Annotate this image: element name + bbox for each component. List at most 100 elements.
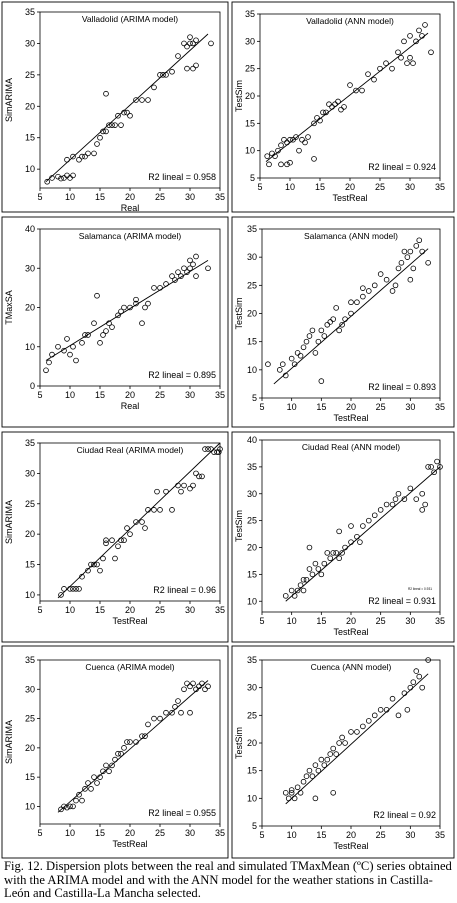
- data-point: [73, 357, 79, 364]
- data-point: [205, 446, 211, 452]
- data-point: [318, 378, 325, 384]
- fit-line: [273, 248, 429, 385]
- data-point: [64, 172, 70, 179]
- data-point: [342, 316, 348, 322]
- x-tick-label: 5: [257, 182, 262, 192]
- data-point: [278, 142, 284, 149]
- x-tick-label: 15: [316, 402, 326, 412]
- x-tick-label: 35: [435, 182, 445, 192]
- data-point: [184, 43, 190, 50]
- data-point: [288, 587, 295, 594]
- data-point: [127, 531, 133, 537]
- y-tick-label: 20: [245, 91, 255, 101]
- data-point: [272, 153, 278, 159]
- x-tick-label: 35: [435, 616, 445, 626]
- data-point: [178, 488, 184, 495]
- data-point: [425, 657, 431, 663]
- data-point: [196, 683, 202, 690]
- y-tick-label: 15: [247, 337, 257, 347]
- data-point: [193, 253, 199, 260]
- data-point: [67, 175, 73, 181]
- y-tick-label: 15: [25, 560, 35, 570]
- data-point: [193, 62, 199, 69]
- data-point: [109, 537, 115, 544]
- data-point: [282, 593, 289, 599]
- data-point: [309, 773, 316, 779]
- data-point: [190, 261, 196, 268]
- x-tick-label: 10: [65, 192, 75, 202]
- x-tick-label: 30: [185, 828, 195, 838]
- y-tick-label: 35: [247, 462, 257, 472]
- data-point: [422, 501, 428, 508]
- data-point: [70, 586, 76, 592]
- y-tick-label: 30: [247, 489, 257, 499]
- chart-frame: [1, 1, 229, 213]
- data-point: [64, 336, 70, 342]
- data-point: [202, 446, 208, 452]
- chart-panel-3: 5 10 15 20 25 30 35 0 10 20 30 40 Salamanca (ARIMA m…: [1, 216, 229, 428]
- data-point: [82, 786, 88, 792]
- data-point: [395, 265, 402, 272]
- x-tick-label: 5: [259, 830, 264, 840]
- data-point: [360, 723, 366, 730]
- data-point: [142, 525, 148, 531]
- data-point: [109, 762, 115, 769]
- x-tick-label: 25: [155, 390, 165, 400]
- data-point: [184, 269, 190, 275]
- data-point: [187, 485, 193, 492]
- data-point: [383, 501, 390, 508]
- data-point: [401, 248, 408, 255]
- data-point: [103, 540, 109, 547]
- data-point: [353, 87, 359, 94]
- x-axis-label: TestReal: [112, 616, 147, 626]
- x-tick-label: 15: [95, 828, 105, 838]
- data-point: [124, 109, 130, 116]
- data-point: [365, 517, 372, 524]
- y-tick-label: 35: [247, 655, 257, 665]
- data-point: [175, 482, 181, 489]
- y-tick-label: 25: [25, 714, 35, 724]
- data-point: [279, 361, 286, 368]
- data-point: [315, 338, 322, 345]
- y-tick-label: 25: [247, 710, 257, 720]
- data-point: [315, 767, 322, 774]
- data-point: [67, 586, 73, 592]
- y-tick-label: 20: [247, 309, 257, 319]
- y-tick-label: 10: [247, 596, 257, 606]
- fit-line: [57, 442, 221, 599]
- y-tick-label: 0: [30, 381, 35, 391]
- data-point: [413, 496, 420, 502]
- data-point: [49, 351, 55, 358]
- data-point: [112, 756, 118, 763]
- data-point: [58, 806, 64, 813]
- y-tick-label: 40: [25, 224, 35, 234]
- data-point: [422, 22, 428, 28]
- data-point: [404, 60, 410, 66]
- data-point: [91, 320, 97, 327]
- data-point: [109, 122, 115, 128]
- x-tick-label: 20: [345, 182, 355, 192]
- y-tick-label: 40: [247, 435, 257, 445]
- data-point: [115, 543, 121, 550]
- data-point: [178, 709, 184, 716]
- y-tick-label: 20: [25, 303, 35, 313]
- data-point: [288, 787, 295, 793]
- data-point: [333, 305, 339, 311]
- y-tick-label: 25: [25, 70, 35, 80]
- data-point: [407, 276, 414, 283]
- data-point: [118, 537, 124, 544]
- data-point: [193, 37, 199, 44]
- fit-line: [45, 33, 209, 183]
- data-point: [330, 789, 337, 796]
- data-point: [157, 715, 163, 722]
- data-point: [58, 592, 64, 598]
- data-point: [169, 273, 175, 279]
- y-tick-label: 25: [247, 516, 257, 526]
- data-point: [321, 333, 328, 339]
- data-point: [133, 97, 139, 103]
- x-tick-label: 30: [185, 605, 195, 615]
- data-point: [70, 153, 76, 160]
- data-point: [55, 343, 61, 350]
- x-tick-label: 15: [316, 616, 326, 626]
